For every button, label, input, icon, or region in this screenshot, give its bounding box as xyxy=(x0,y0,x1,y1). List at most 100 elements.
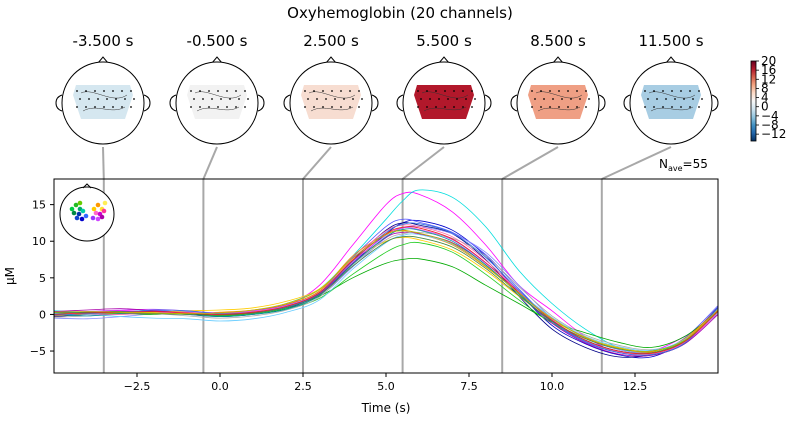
topomap-sensor xyxy=(647,98,649,100)
topomap-sensor xyxy=(540,106,542,108)
topomap-sensor xyxy=(447,98,449,100)
topomap-sensor xyxy=(426,90,428,92)
x-axis-ticks: −2.5 0.0 2.5 5.0 7.5 10.0 12.5 xyxy=(124,373,648,393)
topomap-connector xyxy=(202,146,218,180)
topomap-sensor xyxy=(349,90,351,92)
inset-nose xyxy=(82,183,92,189)
series-line-14 xyxy=(54,233,718,351)
colorbar-tick-label: 16 xyxy=(761,63,776,77)
y-tick-label: 15 xyxy=(32,199,46,212)
topomap-sensor xyxy=(190,90,192,92)
topomap-sensor xyxy=(462,90,464,92)
topomap-time-label: -0.500 s xyxy=(187,32,248,50)
topomap-field xyxy=(641,85,701,119)
topomap-sensor xyxy=(313,90,315,92)
y-tick-label: −5 xyxy=(30,345,46,358)
topomap-sensor xyxy=(674,98,676,100)
series-lines xyxy=(54,189,718,359)
topomap-sensor xyxy=(549,106,551,108)
topomap-left-ear xyxy=(55,94,63,112)
topomap-sensor xyxy=(217,106,219,108)
inset-sensor-dot xyxy=(95,216,101,222)
topomap-contour xyxy=(423,106,467,112)
series-line-16 xyxy=(54,224,718,356)
inset-sensor-dot xyxy=(102,200,108,206)
topomap-nose xyxy=(552,56,564,64)
topomap-sensor xyxy=(334,98,336,100)
topomap-sensor xyxy=(322,90,324,92)
topomap-contour xyxy=(308,91,356,99)
topomap-sensor xyxy=(331,90,333,92)
colorbar-tick-label: 0 xyxy=(761,100,769,114)
topomap-sensor xyxy=(644,90,646,92)
nave-subscript: ave xyxy=(668,164,683,173)
y-axis-ticks: −5 0 5 10 15 xyxy=(30,199,54,358)
x-tick-label: 7.5 xyxy=(460,380,478,393)
topomap-sensor xyxy=(190,106,192,108)
topomap-left-ear xyxy=(623,94,631,112)
series-line-2 xyxy=(54,189,718,356)
topomap-sensor xyxy=(683,98,685,100)
topomap-left-ear xyxy=(510,94,518,112)
topomap-sensor xyxy=(124,98,126,100)
topomap-sensor xyxy=(79,98,81,100)
topomap-nose xyxy=(665,56,677,64)
topomap-sensor xyxy=(474,98,476,100)
topomap-sensor xyxy=(698,90,700,92)
topomap-sensor xyxy=(417,90,419,92)
topomap-sensor xyxy=(313,106,315,108)
topomap-nose xyxy=(325,56,337,64)
topomap-right-ear xyxy=(143,94,151,112)
topomap-2: -0.500 s xyxy=(169,32,265,145)
topomap-sensor xyxy=(692,98,694,100)
topomap-time-label: 2.500 s xyxy=(303,32,359,50)
nave-value: =55 xyxy=(683,157,708,171)
x-tick-label: 5.0 xyxy=(377,380,395,393)
topomap-right-ear xyxy=(484,94,492,112)
topomap-sensor xyxy=(689,90,691,92)
topomap-nose xyxy=(438,56,450,64)
colorbar-tick-label: 8 xyxy=(761,81,769,95)
topomap-4: 5.500 s xyxy=(396,32,492,145)
topomap-sensor xyxy=(349,106,351,108)
x-tick-label: 2.5 xyxy=(294,380,312,393)
topomap-sensor xyxy=(202,98,204,100)
series-line-17 xyxy=(54,222,718,356)
time-markers xyxy=(102,179,603,373)
topomap-sensor xyxy=(217,90,219,92)
inset-sensor-dot xyxy=(93,210,99,216)
topomap-sensor xyxy=(543,98,545,100)
topomap-right-ear xyxy=(257,94,265,112)
topomap-sensor xyxy=(552,98,554,100)
topomap-sensor xyxy=(76,106,78,108)
topomap-sensor xyxy=(531,106,533,108)
topomap-sensor xyxy=(226,90,228,92)
topomap-sensor xyxy=(585,90,587,92)
plot-frame xyxy=(53,178,719,374)
x-tick-label: 12.5 xyxy=(623,380,648,393)
topomap-sensor xyxy=(453,106,455,108)
topomap-sensor xyxy=(558,90,560,92)
topomap-sensor xyxy=(671,106,673,108)
topomap-sensor xyxy=(680,90,682,92)
series-line-18 xyxy=(54,235,718,352)
topomap-time-label: 11.500 s xyxy=(638,32,703,50)
series-line-13 xyxy=(54,231,718,351)
topomap-sensor xyxy=(103,106,105,108)
topomap-contour xyxy=(196,106,240,112)
topomap-sensor xyxy=(534,98,536,100)
topomap-contour xyxy=(421,91,469,99)
topomap-sensor xyxy=(531,90,533,92)
figure-title: Oxyhemoglobin (20 channels) xyxy=(287,4,513,22)
inset-sensor-dot xyxy=(99,214,105,220)
topomap-field xyxy=(301,85,361,119)
topomap-sensor xyxy=(558,106,560,108)
topomap-time-label: 8.500 s xyxy=(530,32,586,50)
topomap-sensor xyxy=(340,90,342,92)
topomap-sensor xyxy=(570,98,572,100)
y-tick-label: 0 xyxy=(39,308,46,321)
topomap-sensor xyxy=(85,106,87,108)
topomap-sensor xyxy=(193,98,195,100)
inset-sensor-dot xyxy=(83,213,89,219)
